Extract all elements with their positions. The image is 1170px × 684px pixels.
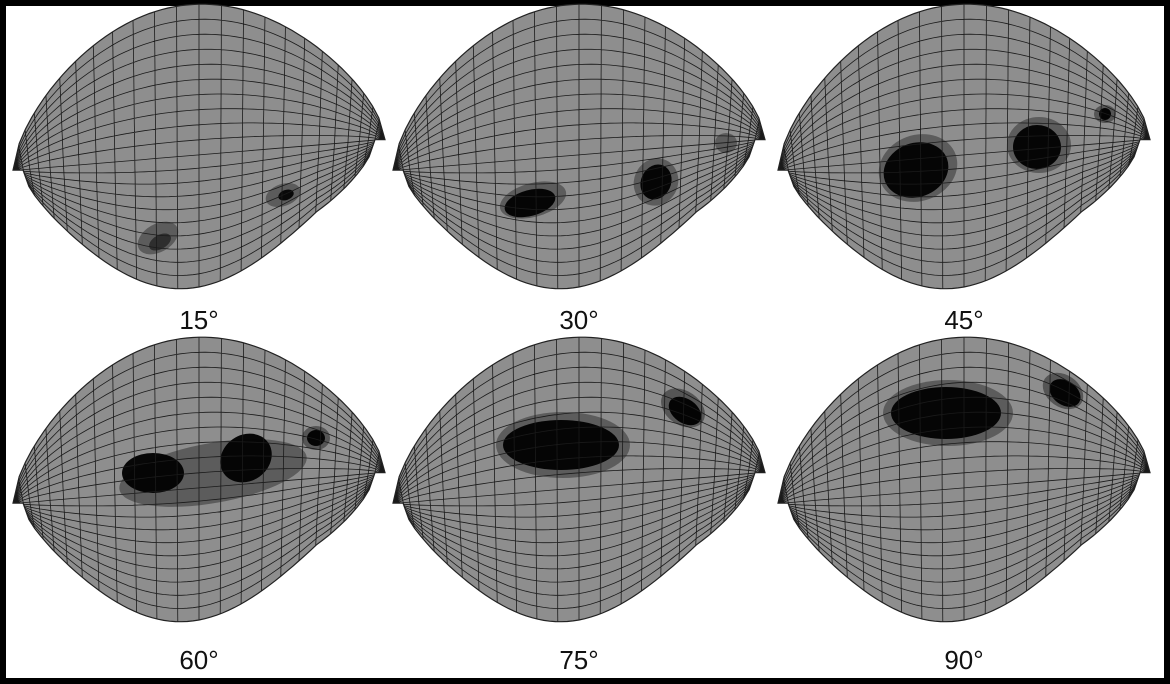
dark-region	[503, 420, 619, 470]
dark-region	[891, 387, 1001, 439]
panel-label: 30°	[559, 305, 598, 335]
panel-label: 45°	[944, 305, 983, 335]
dark-region	[122, 453, 184, 493]
panel-label: 75°	[559, 645, 598, 675]
panel-label: 15°	[179, 305, 218, 335]
panel-label: 90°	[944, 645, 983, 675]
panel-label: 60°	[179, 645, 218, 675]
figure: 15° 30° 45° 60° 75° 90°	[0, 0, 1170, 684]
